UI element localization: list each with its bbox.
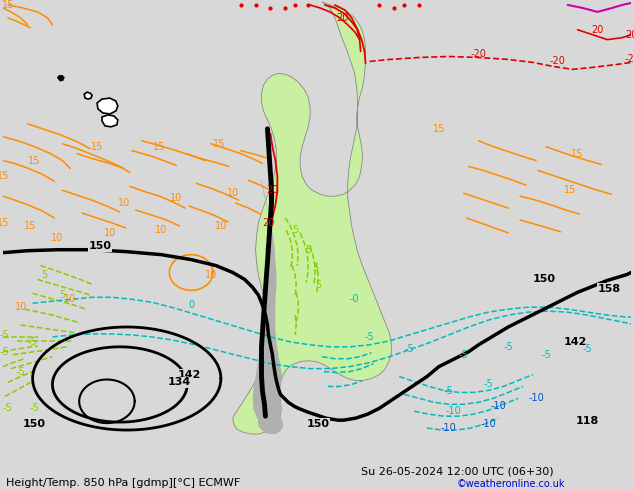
Text: 15: 15 bbox=[571, 148, 584, 159]
Text: -5: -5 bbox=[459, 350, 469, 360]
Text: 150: 150 bbox=[89, 241, 112, 251]
Text: -5: -5 bbox=[484, 379, 493, 390]
Text: -5: -5 bbox=[30, 403, 39, 413]
Text: 5: 5 bbox=[292, 225, 299, 235]
Text: -5: -5 bbox=[541, 350, 551, 360]
Text: Su 26-05-2024 12:00 UTC (06+30): Su 26-05-2024 12:00 UTC (06+30) bbox=[361, 466, 554, 476]
Text: -5: -5 bbox=[0, 330, 10, 340]
Polygon shape bbox=[84, 92, 92, 99]
Text: 10: 10 bbox=[155, 225, 167, 235]
Text: 150: 150 bbox=[533, 274, 555, 284]
Text: -10: -10 bbox=[481, 419, 496, 429]
Text: -5: -5 bbox=[583, 344, 592, 354]
Text: 5: 5 bbox=[315, 280, 321, 291]
Text: -10: -10 bbox=[528, 393, 544, 403]
Text: Height/Temp. 850 hPa [gdmp][°C] ECMWF: Height/Temp. 850 hPa [gdmp][°C] ECMWF bbox=[6, 478, 240, 488]
Text: 15: 15 bbox=[0, 218, 9, 228]
Text: -5: -5 bbox=[444, 387, 454, 396]
Text: 5: 5 bbox=[312, 263, 318, 272]
Text: 10: 10 bbox=[215, 221, 227, 231]
Text: -5: -5 bbox=[365, 332, 375, 342]
Text: 10: 10 bbox=[51, 233, 63, 243]
Text: -5: -5 bbox=[3, 403, 13, 413]
Text: 20: 20 bbox=[266, 185, 278, 195]
Text: 5: 5 bbox=[41, 270, 48, 280]
Text: 15: 15 bbox=[432, 124, 445, 134]
Polygon shape bbox=[58, 75, 64, 81]
Text: 10: 10 bbox=[226, 188, 239, 198]
Text: 5: 5 bbox=[59, 290, 65, 300]
Text: 142: 142 bbox=[564, 337, 587, 347]
Text: 10: 10 bbox=[118, 198, 130, 208]
Text: ©weatheronline.co.uk: ©weatheronline.co.uk bbox=[456, 479, 565, 489]
Text: 20: 20 bbox=[592, 24, 604, 35]
Text: -0: -0 bbox=[350, 294, 359, 304]
Text: 10: 10 bbox=[104, 228, 116, 238]
Text: 158: 158 bbox=[598, 284, 621, 294]
Polygon shape bbox=[233, 2, 391, 434]
Text: -20: -20 bbox=[550, 56, 566, 67]
Text: 15: 15 bbox=[213, 139, 225, 148]
Text: -5: -5 bbox=[503, 342, 513, 352]
Text: -10: -10 bbox=[441, 423, 456, 433]
Polygon shape bbox=[257, 411, 283, 434]
Text: -20: -20 bbox=[624, 54, 634, 65]
Text: 20: 20 bbox=[337, 13, 349, 23]
Text: 20: 20 bbox=[262, 218, 275, 228]
Text: 15: 15 bbox=[153, 142, 165, 151]
Text: 5: 5 bbox=[305, 245, 311, 255]
Text: 10: 10 bbox=[205, 270, 217, 280]
Text: 134: 134 bbox=[167, 377, 191, 388]
Text: 10: 10 bbox=[15, 302, 27, 312]
Text: 150: 150 bbox=[23, 419, 46, 429]
Text: 10: 10 bbox=[170, 193, 183, 203]
Text: -5: -5 bbox=[0, 347, 10, 357]
Text: 10: 10 bbox=[64, 294, 76, 304]
Text: -5: -5 bbox=[16, 367, 25, 377]
Text: 15: 15 bbox=[25, 221, 37, 231]
Text: 142: 142 bbox=[178, 369, 201, 380]
Polygon shape bbox=[102, 115, 118, 127]
Text: -10: -10 bbox=[491, 401, 506, 411]
Text: 0: 0 bbox=[188, 300, 194, 310]
Text: -5: -5 bbox=[404, 344, 414, 354]
Polygon shape bbox=[97, 98, 118, 114]
Text: 20: 20 bbox=[625, 30, 634, 40]
Text: 15: 15 bbox=[0, 172, 9, 181]
Text: 15: 15 bbox=[564, 185, 576, 195]
Text: -20: -20 bbox=[470, 49, 486, 59]
Text: -10: -10 bbox=[446, 406, 462, 416]
Text: 118: 118 bbox=[576, 416, 599, 426]
Text: 150: 150 bbox=[306, 419, 330, 429]
Text: 15: 15 bbox=[29, 155, 41, 166]
Text: 15: 15 bbox=[91, 142, 103, 151]
Text: -5: -5 bbox=[28, 337, 37, 347]
Text: 15: 15 bbox=[2, 0, 14, 10]
Polygon shape bbox=[252, 178, 282, 428]
